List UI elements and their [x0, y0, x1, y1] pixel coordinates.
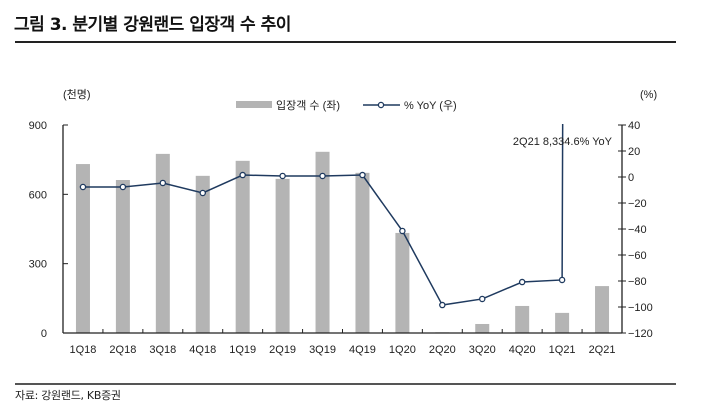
x-tick-label: 3Q20 [469, 344, 496, 356]
title-divider [15, 41, 676, 43]
bar-2Q19 [275, 178, 290, 333]
x-tick-label: 3Q18 [149, 344, 176, 356]
right-tick-label: −100 [628, 302, 653, 314]
left-tick-label: 600 [29, 189, 47, 201]
x-tick-label: 3Q19 [309, 344, 336, 356]
bar-1Q19 [235, 160, 250, 333]
bar-1Q20 [395, 232, 410, 333]
bar-3Q20 [475, 323, 490, 333]
bar-3Q18 [155, 153, 170, 333]
bar-1Q21 [555, 312, 570, 333]
left-tick-label: 900 [29, 120, 47, 132]
yoy-point-4Q20 [518, 278, 526, 286]
x-tick-label: 1Q21 [549, 344, 576, 356]
right-tick-label: −20 [628, 198, 647, 210]
bar-3Q19 [315, 151, 330, 333]
yoy-point-1Q21 [558, 276, 566, 284]
legend-bar-label: 입장객 수 (좌) [276, 99, 340, 112]
left-tick-label: 300 [29, 259, 47, 271]
source-note: 자료: 강원랜드, KB증권 [15, 389, 121, 402]
right-tick-label: 0 [628, 172, 634, 184]
yoy-point-2Q18 [119, 183, 127, 191]
right-axis-unit: (%) [640, 89, 657, 101]
right-tick-label: −80 [628, 276, 647, 288]
yoy-point-1Q19 [239, 171, 246, 179]
annotation-2q21: 2Q21 8,334.6% YoY [513, 136, 613, 148]
source-divider [15, 383, 676, 385]
bar-4Q19 [355, 172, 370, 333]
legend: 입장객 수 (좌) % YoY (우) [236, 99, 457, 112]
x-tick-label: 2Q18 [109, 344, 136, 356]
x-tick-label: 2Q21 [589, 344, 616, 356]
left-axis-unit: (천명) [63, 87, 91, 101]
yoy-point-3Q18 [159, 179, 167, 187]
legend-line-marker [377, 101, 385, 109]
x-tick-label: 2Q19 [269, 344, 296, 356]
right-tick-label: −60 [628, 250, 647, 262]
yoy-point-4Q19 [359, 171, 366, 179]
yoy-point-4Q18 [199, 189, 206, 197]
x-tick-label: 4Q20 [509, 344, 536, 356]
legend-bar-swatch [236, 101, 272, 108]
yoy-point-3Q19 [319, 172, 326, 180]
bar-2Q21 [595, 286, 610, 333]
bar-2Q18 [115, 180, 130, 333]
figure-title: 그림 3. 분기별 강원랜드 입장객 수 추이 [14, 15, 291, 35]
right-tick-label: −40 [628, 224, 647, 236]
right-tick-label: −120 [628, 328, 653, 340]
bar-4Q20 [515, 305, 530, 333]
yoy-point-2Q20 [439, 301, 446, 309]
bar-1Q18 [75, 164, 90, 333]
x-tick-label: 1Q19 [229, 344, 256, 356]
yoy-point-3Q20 [478, 295, 486, 303]
x-tick-label: 1Q20 [389, 344, 416, 356]
yoy-point-1Q18 [79, 183, 87, 191]
left-tick-label: 0 [41, 328, 47, 340]
x-tick-label: 4Q18 [189, 344, 216, 356]
yoy-line [82, 124, 564, 306]
bar-4Q18 [195, 175, 210, 333]
right-tick-label: 40 [628, 120, 640, 132]
yoy-point-1Q20 [399, 227, 406, 235]
yoy-point-2Q19 [279, 172, 286, 180]
right-tick-label: 20 [628, 146, 640, 158]
x-tick-label: 2Q20 [429, 344, 456, 356]
legend-line-label: % YoY (우) [404, 99, 457, 112]
x-tick-label: 4Q19 [349, 344, 376, 356]
x-tick-label: 1Q18 [70, 344, 97, 356]
